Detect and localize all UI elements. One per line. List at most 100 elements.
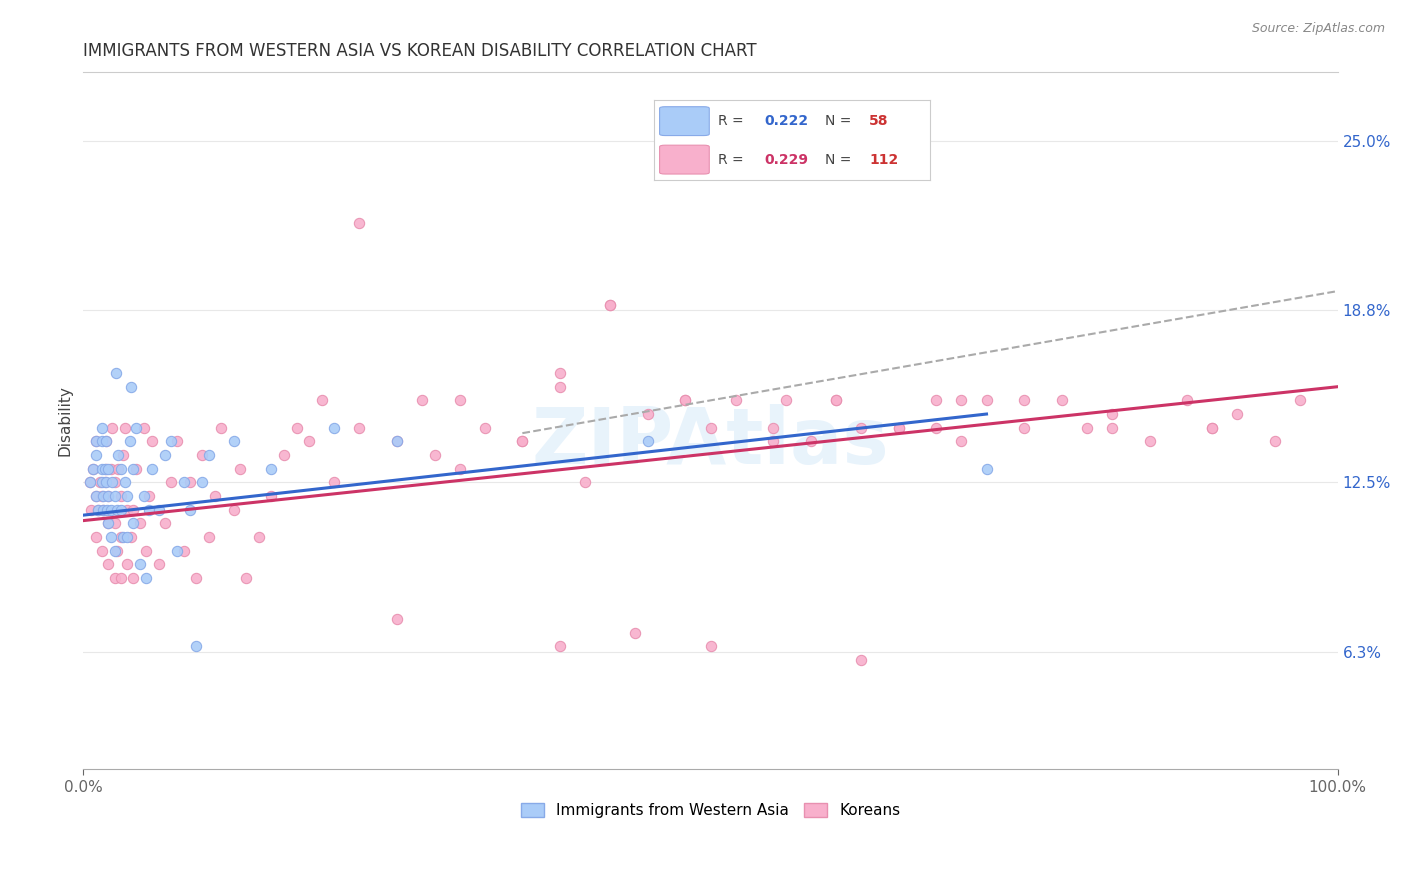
Point [104,516,127,531]
Point [247,530,270,544]
Point [122,516,145,531]
Point [637,434,659,449]
Point [132,489,155,503]
Point [91,461,114,475]
Point [115,530,138,544]
Point [87,502,110,516]
Point [1201,420,1223,434]
Point [887,420,910,434]
Point [125,420,148,434]
Point [97,489,120,503]
Point [93,502,115,516]
Point [423,448,446,462]
Point [100,461,122,475]
Point [1264,434,1286,449]
Point [107,448,129,462]
Point [1012,420,1035,434]
Point [474,420,496,434]
Point [104,366,127,380]
Point [132,420,155,434]
Point [120,530,142,544]
Point [512,434,534,449]
Point [91,489,114,503]
Point [976,461,998,475]
Point [118,434,141,449]
Point [186,571,208,585]
Point [138,502,160,516]
Point [91,543,114,558]
Point [115,489,138,503]
Point [229,461,252,475]
Point [173,543,195,558]
Point [84,448,107,462]
Point [110,461,132,475]
Point [204,489,226,503]
Point [311,393,333,408]
Point [97,461,120,475]
Point [449,393,471,408]
Point [100,502,122,516]
Point [96,502,118,516]
Point [637,407,659,421]
Point [762,420,785,434]
Point [115,502,138,516]
Point [160,475,183,490]
Point [1175,393,1198,408]
Point [104,475,127,490]
Point [825,393,848,408]
Point [849,420,872,434]
Point [1201,420,1223,434]
Point [925,393,948,408]
Point [128,558,150,572]
Point [91,475,114,490]
Legend: Immigrants from Western Asia, Koreans: Immigrants from Western Asia, Koreans [515,797,907,824]
Point [800,434,823,449]
Point [93,489,115,503]
Point [135,571,157,585]
Point [84,434,107,449]
Point [93,502,115,516]
Point [110,530,132,544]
Point [1289,393,1312,408]
Point [599,298,621,312]
Point [80,502,103,516]
Point [976,393,998,408]
Point [93,461,115,475]
Point [141,434,163,449]
Point [138,489,160,503]
Point [548,640,571,654]
Point [112,530,135,544]
Point [599,298,621,312]
Point [385,612,408,626]
Point [235,571,257,585]
Point [101,420,124,434]
Point [1012,393,1035,408]
Point [110,489,132,503]
Point [104,571,127,585]
Text: Source: ZipAtlas.com: Source: ZipAtlas.com [1251,22,1385,36]
Point [97,516,120,531]
Point [1050,393,1073,408]
Point [94,434,117,449]
Point [100,530,122,544]
Point [512,434,534,449]
Point [825,393,848,408]
Point [179,475,201,490]
Point [191,448,214,462]
Point [122,461,145,475]
Point [93,475,115,490]
Point [110,502,132,516]
Point [148,558,170,572]
Point [1226,407,1249,421]
Point [349,216,371,230]
Point [94,434,117,449]
Y-axis label: Disability: Disability [58,385,72,457]
Point [125,461,148,475]
Point [91,434,114,449]
Point [222,434,245,449]
Point [148,502,170,516]
Point [179,502,201,516]
Point [260,461,283,475]
Point [1101,420,1123,434]
Point [160,434,183,449]
